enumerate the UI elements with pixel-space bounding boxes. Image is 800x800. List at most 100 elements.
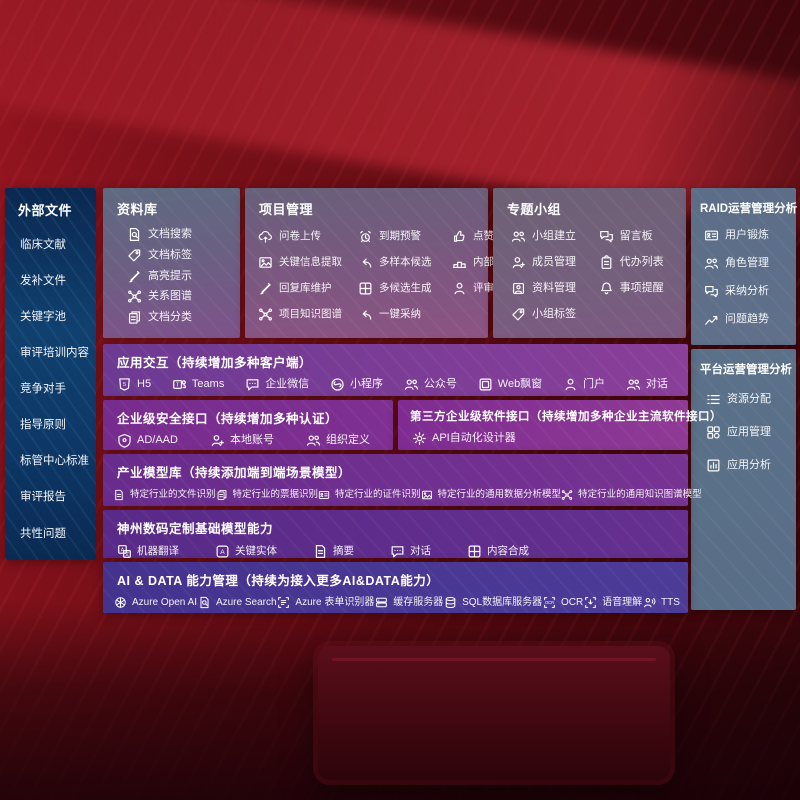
device-silhouette (318, 646, 670, 780)
doc-search-icon (127, 227, 142, 242)
feature-label: OCR (561, 596, 584, 608)
panel-items: 问卷上传关键信息提取回复库维护项目知识图谱到期预警多样本候选多候选生成一键采纳点… (245, 218, 536, 327)
multi-sample-icon (358, 255, 373, 270)
feature-label: 发补文件 (20, 275, 66, 288)
feature-label: 到期预警 (379, 229, 421, 242)
due-alarm-icon (358, 229, 373, 244)
feature-item: Azure Open AI (114, 596, 197, 609)
band-title: 应用交互（持续增加多种客户端） (117, 356, 313, 370)
feature-label: AD/AAD (137, 434, 178, 446)
feature-label: API自动化设计器 (432, 432, 516, 444)
feature-label: 摘要 (333, 545, 354, 558)
feature-item: 多候选生成 (358, 281, 452, 296)
feature-label: 关键实体 (235, 545, 277, 558)
feature-label: 审评培训内容 (20, 347, 89, 360)
feature-label: 文档标签 (148, 248, 192, 261)
reply-maintain-icon (258, 281, 273, 296)
feature-item: 缓存服务器 (375, 596, 443, 609)
feature-label: 文档分类 (148, 311, 192, 323)
feature-item: 公众号 (404, 377, 457, 392)
band-base-models: 神州数码定制基础模型能力 A 文机器翻译 A 关键实体 摘要 对话 内容合成 (103, 510, 688, 558)
feature-item: 代办列表 (599, 254, 682, 270)
content-compose-icon (467, 544, 482, 559)
feature-label: 门户 (583, 378, 606, 390)
feature-label: 企业微信 (265, 378, 310, 390)
feature-item: 企业微信 (245, 377, 309, 392)
feature-item: A 关键实体 (215, 544, 277, 559)
band-items: AD/AAD 本地账号 组织定义 (103, 427, 393, 448)
panel-topic-groups: 专题小组 小组建立 成员管理 资料管理 小组标签 留言板 代办列表 事项提醒 (493, 188, 686, 338)
sql-server-icon (444, 596, 457, 609)
feature-item: 应用管理 (706, 425, 796, 440)
feature-item: 一键采纳 (358, 307, 452, 322)
issue-trend-icon (704, 312, 719, 327)
feature-label: 组织定义 (325, 434, 370, 446)
feature-item: 问题趋势 (704, 312, 796, 327)
group-tag-icon (511, 307, 526, 322)
ocr-icon: OCR (543, 596, 556, 609)
feature-item: A 文机器翻译 (117, 544, 179, 559)
feature-item: 特定行业的通用知识图谱模型 (561, 489, 702, 501)
relation-graph-icon (127, 289, 142, 304)
band-items: A 文机器翻译 A 关键实体 摘要 对话 内容合成 (103, 537, 688, 559)
feature-item: 到期预警 (358, 229, 452, 244)
cloud-upload-icon (258, 229, 273, 244)
feature-label: 本地账号 (229, 434, 274, 446)
svg-text:T: T (176, 383, 180, 389)
feature-label: TTS (661, 596, 680, 608)
feature-item: 组织定义 (306, 433, 370, 448)
band-title: 企业级安全接口（持续增加多种认证） (117, 412, 339, 426)
panel-title: 专题小组 (507, 202, 562, 217)
feature-label: Azure 表单识别器 (295, 596, 375, 608)
panel-items: 用户锻炼 角色管理 采纳分析 问题趋势 (691, 216, 796, 327)
wechat-work-icon (245, 377, 260, 392)
web-window-icon (478, 377, 493, 392)
speech-icon (584, 596, 597, 609)
feature-item: 资料管理 (511, 281, 599, 296)
openai-icon (114, 596, 127, 609)
app-analysis-icon (706, 458, 721, 473)
panel-title: 资料库 (117, 202, 158, 217)
feature-item: 发补文件 (20, 276, 94, 288)
band-items: Azure Open AI Azure Search Azure 表单识别器 缓存服务… (103, 589, 688, 609)
feature-label: 问题趋势 (725, 313, 769, 325)
feature-label: 特定行业的文件识别 (130, 489, 216, 501)
teams-icon: T (172, 377, 187, 392)
feature-item: AD/AAD (117, 433, 178, 448)
feature-item: 小组标签 (511, 307, 599, 322)
band-title: 第三方企业级软件接口（持续增加多种企业主流软件接口） (410, 411, 722, 423)
feature-label: 高亮提示 (148, 269, 192, 282)
role-manage-icon (704, 256, 719, 271)
feature-label: 事项提醒 (619, 281, 664, 294)
feature-item: Web飘窗 (478, 377, 542, 392)
band-items: 特定行业的文件识别 特定行业的票据识别 特定行业的证件识别 特定行业的通用数据分析模型… (103, 481, 702, 501)
feature-item: 门户 (563, 377, 605, 392)
feature-item: 文档标签 (127, 248, 240, 263)
sidebar-title: 外部文件 (18, 203, 73, 218)
project-graph-icon (258, 307, 273, 322)
feature-item: 关系图谱 (127, 289, 240, 304)
todo-list-icon (599, 254, 614, 270)
svg-text:文: 文 (125, 551, 130, 558)
panel-title: 项目管理 (259, 202, 314, 217)
one-click-adopt-icon (358, 307, 373, 322)
h5-icon: 5 (117, 377, 132, 392)
tts-icon (643, 596, 656, 609)
feature-label: 应用管理 (727, 426, 771, 438)
feature-label: 缓存服务器 (393, 596, 444, 608)
feature-label: 问卷上传 (279, 229, 321, 242)
band-title: 产业模型库（持续添加端到端场景模型） (117, 466, 352, 480)
feature-label: 公众号 (423, 378, 457, 390)
feature-item: 特定行业的票据识别 (216, 489, 318, 501)
feature-item: 审评培训内容 (20, 348, 94, 360)
feature-item: TTS (643, 596, 680, 609)
feature-label: 文档搜索 (148, 228, 192, 240)
key-info-icon (258, 255, 273, 270)
feature-item: 留言板 (599, 229, 682, 244)
band-app-interaction: 应用交互（持续增加多种客户端） 5 H5 T Teams 企业微信 小程序 公众号 Web飘窗… (103, 344, 688, 396)
feature-item: 高亮提示 (127, 269, 240, 284)
feature-label: H5 (137, 378, 152, 390)
remind-bell-icon (599, 281, 614, 296)
